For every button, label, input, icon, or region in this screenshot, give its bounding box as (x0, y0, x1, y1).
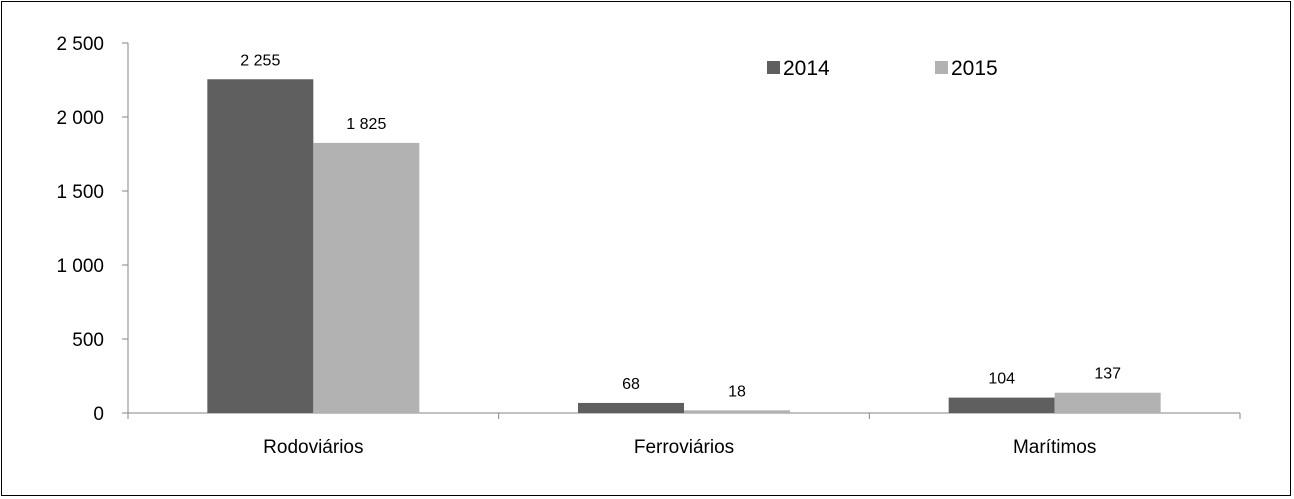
y-tick-label: 0 (93, 404, 104, 425)
data-label: 137 (1094, 366, 1121, 383)
chart-bars (207, 79, 1161, 413)
data-label: 68 (622, 376, 640, 393)
bar-2015-marítimos (1054, 392, 1161, 413)
y-tick-label: 1 000 (56, 256, 104, 277)
legend-swatch-2014 (767, 61, 780, 74)
legend-label-2014: 2014 (783, 57, 830, 80)
legend-label-2015: 2015 (951, 57, 998, 80)
x-category-label: Rodoviários (263, 437, 363, 458)
bar-2014-marítimos (948, 397, 1055, 413)
bar-2014-ferroviários (578, 402, 684, 413)
y-tick-label: 2 500 (56, 34, 104, 55)
chart-labels: 2 255 68 104 1 825 18 137 (240, 52, 1121, 400)
y-tick-label: 2 000 (56, 108, 104, 129)
y-tick-label: 1 500 (56, 182, 104, 203)
bar-2014-rodoviários (207, 79, 314, 413)
bar-2015-ferroviários (684, 410, 790, 413)
x-category-label: Ferroviários (634, 437, 734, 458)
chart-legend: 2014 2015 (767, 57, 998, 80)
x-category-label: Marítimos (1013, 437, 1096, 458)
data-label: 104 (988, 371, 1015, 388)
y-tick-label: 500 (72, 330, 104, 351)
legend-swatch-2015 (935, 61, 948, 74)
data-label: 1 825 (346, 116, 386, 133)
data-label: 2 255 (240, 52, 280, 69)
bar-2015-rodoviários (313, 142, 420, 413)
data-label: 18 (728, 383, 746, 400)
